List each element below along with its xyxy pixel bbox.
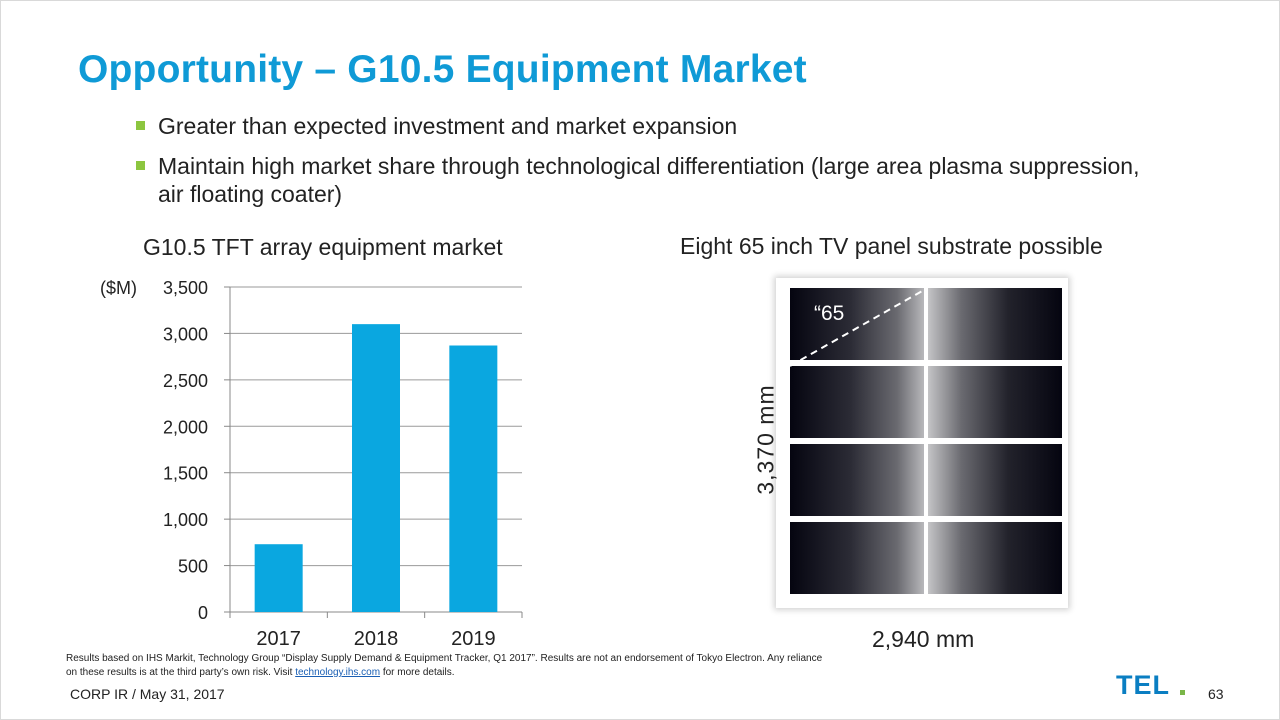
bar-2018 (352, 324, 400, 612)
slide-title: Opportunity – G10.5 Equipment Market (78, 48, 807, 91)
height-dimension: 3,370 mm (748, 374, 779, 504)
y-tick-label: 0 (198, 603, 208, 623)
tv-panel-cell (928, 366, 1062, 438)
x-tick-label: 2017 (256, 628, 301, 650)
diagonal-dashed-line (789, 289, 925, 367)
footnote-text: Results based on IHS Markit, Technology … (66, 653, 823, 678)
corp-ir-date: CORP IR / May 31, 2017 (70, 686, 225, 702)
bullet-text: Maintain high market share through techn… (158, 153, 1140, 207)
width-label: 2,940 mm (872, 626, 975, 652)
bar-chart: 0 500 1,000 1,500 2,000 2,500 3,000 3,500 2017 20… (163, 278, 523, 650)
tv-panel-cell (790, 522, 924, 594)
y-tick-label: 1,500 (163, 464, 208, 484)
source-link[interactable]: technology.ihs.com (295, 667, 381, 678)
square-bullet-icon (136, 121, 145, 130)
source-footnote: Results based on IHS Markit, Technology … (66, 652, 826, 680)
bullet-item: Greater than expected investment and mar… (132, 112, 1152, 140)
bullet-list: Greater than expected investment and mar… (132, 112, 1152, 208)
chart-unit-label: ($M) (100, 278, 137, 298)
panel-title: Eight 65 inch TV panel substrate possibl… (680, 233, 1103, 259)
tv-panel-cell (790, 366, 924, 438)
substrate-diagram (776, 278, 1068, 608)
y-tick-label: 1,000 (163, 510, 208, 530)
y-tick-label: 500 (178, 557, 208, 577)
square-bullet-icon (136, 161, 145, 170)
chart-title: G10.5 TFT array equipment market (143, 234, 503, 260)
tv-panel-cell (928, 444, 1062, 516)
bar-2019 (449, 345, 498, 612)
height-label: 3,370 mm (752, 384, 779, 495)
y-tick-label: 2,000 (163, 417, 208, 437)
y-tick-label: 2,500 (163, 371, 208, 391)
page-number: 63 (1208, 686, 1224, 702)
logo-text: TEL (1116, 670, 1170, 698)
y-tick-label: 3,000 (163, 324, 208, 344)
tv-panel-cell (790, 288, 924, 360)
tv-panel-cell (928, 522, 1062, 594)
x-tick-label: 2018 (354, 628, 399, 650)
tv-panel-cell (790, 444, 924, 516)
footnote-suffix: for more details. (382, 667, 455, 678)
x-tick-label: 2019 (451, 628, 496, 650)
tel-logo: TEL (1116, 670, 1185, 698)
bar-2017 (254, 544, 303, 612)
bullet-text: Greater than expected investment and mar… (158, 113, 738, 139)
diagonal-size-label: “65 (814, 302, 845, 325)
bullet-item: Maintain high market share through techn… (132, 152, 1152, 208)
tv-panel-cell (928, 288, 1062, 360)
y-tick-label: 3,500 (163, 278, 208, 298)
logo-dot (1180, 690, 1185, 695)
